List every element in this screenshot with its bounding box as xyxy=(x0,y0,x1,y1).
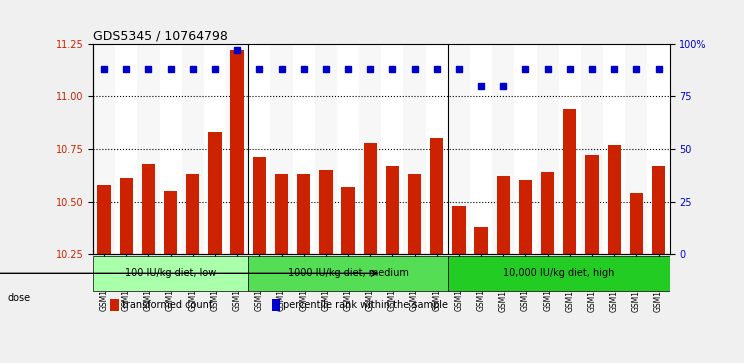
Bar xyxy=(182,44,204,254)
Bar xyxy=(364,143,377,254)
Bar xyxy=(470,44,493,254)
Bar xyxy=(408,174,421,254)
Bar xyxy=(586,155,599,254)
Text: dose: dose xyxy=(7,293,31,303)
Bar xyxy=(563,109,577,254)
Bar xyxy=(248,44,270,254)
Bar xyxy=(647,44,670,254)
Text: 100 IU/kg diet, low: 100 IU/kg diet, low xyxy=(125,268,217,278)
Bar xyxy=(204,44,226,254)
FancyBboxPatch shape xyxy=(448,256,670,290)
Bar xyxy=(115,44,138,254)
Text: GDS5345 / 10764798: GDS5345 / 10764798 xyxy=(93,29,228,42)
Bar xyxy=(514,44,536,254)
Bar xyxy=(292,44,315,254)
Bar xyxy=(536,44,559,254)
FancyBboxPatch shape xyxy=(93,256,248,290)
Bar xyxy=(608,144,620,254)
Text: 10,000 IU/kg diet, high: 10,000 IU/kg diet, high xyxy=(503,268,615,278)
Bar xyxy=(497,176,510,254)
Bar xyxy=(519,180,532,254)
Bar xyxy=(138,44,159,254)
Bar xyxy=(253,157,266,254)
Bar xyxy=(159,44,182,254)
Bar xyxy=(475,227,488,254)
Bar xyxy=(625,44,647,254)
Bar xyxy=(448,44,470,254)
Bar xyxy=(385,166,399,254)
Bar xyxy=(452,206,466,254)
Bar xyxy=(164,191,177,254)
Bar xyxy=(603,44,625,254)
Bar xyxy=(341,187,355,254)
Bar xyxy=(231,50,244,254)
Bar xyxy=(226,44,248,254)
Text: percentile rank within the sample: percentile rank within the sample xyxy=(283,300,449,310)
Bar xyxy=(93,44,115,254)
FancyBboxPatch shape xyxy=(248,256,448,290)
Bar xyxy=(493,44,514,254)
Bar xyxy=(426,44,448,254)
Bar xyxy=(272,298,280,311)
Bar xyxy=(319,170,333,254)
Bar xyxy=(270,44,292,254)
Bar xyxy=(541,172,554,254)
Bar xyxy=(275,174,288,254)
Bar xyxy=(297,174,310,254)
Bar xyxy=(382,44,403,254)
Bar xyxy=(359,44,382,254)
Bar xyxy=(110,298,119,311)
Bar xyxy=(652,166,665,254)
Bar xyxy=(315,44,337,254)
Bar xyxy=(186,174,199,254)
Text: 1000 IU/kg diet, medium: 1000 IU/kg diet, medium xyxy=(288,268,408,278)
Bar xyxy=(403,44,426,254)
Bar xyxy=(629,193,643,254)
Bar xyxy=(430,138,443,254)
Bar xyxy=(337,44,359,254)
Bar xyxy=(208,132,222,254)
Bar xyxy=(581,44,603,254)
Text: transformed count: transformed count xyxy=(122,300,213,310)
Bar xyxy=(97,185,111,254)
Bar xyxy=(120,178,133,254)
Bar xyxy=(559,44,581,254)
Bar xyxy=(142,164,155,254)
